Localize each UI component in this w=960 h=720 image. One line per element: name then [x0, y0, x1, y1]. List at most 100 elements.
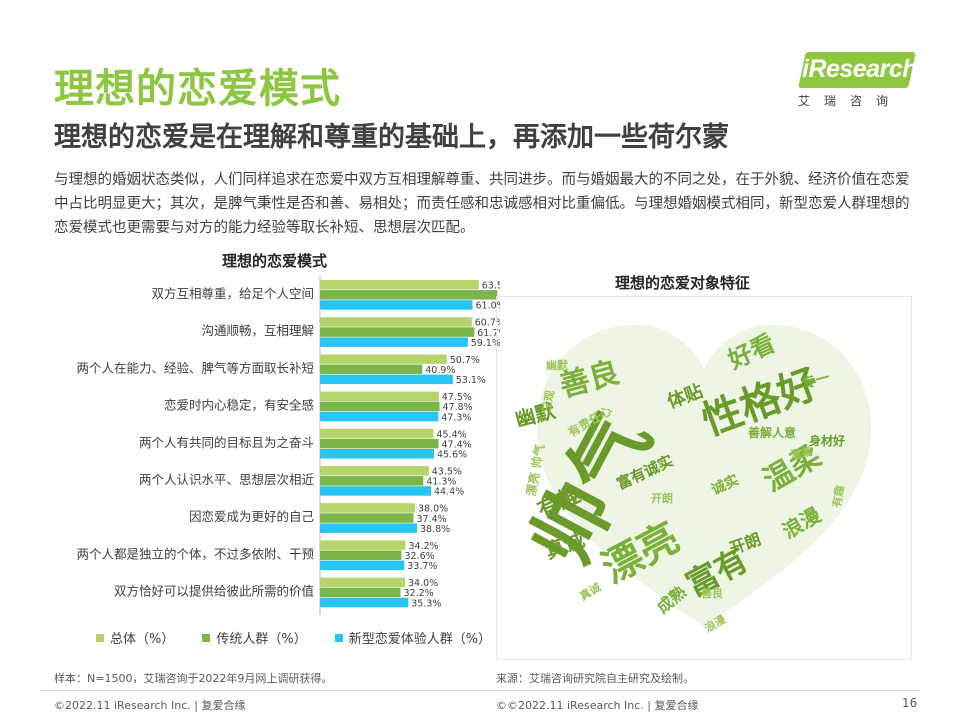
sample-note: 样本：N=1500，艾瑞咨询于2022年9月网上调研获得。 [54, 672, 333, 685]
data-label: 33.7% [407, 561, 437, 572]
word-cloud-word: 帅气 [528, 443, 547, 469]
legend-label-traditional: 传统人群（%） [216, 632, 307, 647]
data-label: 45.6% [437, 450, 467, 461]
data-label: 32.2% [404, 588, 434, 599]
bar [320, 354, 447, 364]
bar [320, 438, 439, 449]
heart-shape [537, 325, 871, 627]
category-label: 双方恰好可以提供给彼此所需的价值 [114, 584, 314, 599]
logo-text: iResearch [802, 55, 918, 83]
source-note: 来源：艾瑞咨询研究院自主研究及绘制。 [496, 672, 694, 685]
data-label: 47.3% [441, 412, 471, 423]
bar [320, 364, 423, 374]
data-label: 35.3% [411, 598, 441, 609]
bar [320, 317, 472, 327]
data-label: 43.5% [432, 467, 462, 478]
footer-copyright-right: ©©2022.11 iResearch Inc. | 复爱合缘 [496, 699, 699, 712]
bar [320, 300, 473, 310]
word-cloud-word: 三观 [540, 389, 557, 413]
data-label: 44.4% [434, 487, 464, 498]
word-cloud-word: 有趣 [829, 483, 847, 508]
word-cloud-panel: 帅气 性格好 漂亮 温柔 善良 富有 好看 有趣 幽默 真诚 浪漫 体贴 开朗 成熟 富有诚实 诚实 有责任心身… [496, 296, 912, 660]
bar [320, 391, 439, 402]
data-label: 60.7% [475, 318, 500, 329]
data-label: 38.0% [418, 504, 448, 515]
bar [320, 466, 429, 476]
legend-label-new-type: 新型恋爱体验人群（%） [348, 632, 492, 647]
category-label: 恋爱时内心稳定，有安全感 [164, 398, 314, 413]
word-cloud-title: 理想的恋爱对象特征 [615, 274, 751, 292]
category-label: 沟通顺畅，互相理解 [201, 323, 314, 338]
bar [320, 523, 417, 533]
data-label: 34.2% [409, 541, 439, 552]
bar [320, 374, 453, 385]
chart-title: 理想的恋爱模式 [222, 252, 328, 270]
legend-label-overall: 总体（%） [110, 632, 175, 647]
bar [320, 280, 479, 290]
category-label: 因恋爱成为更好的自己 [189, 509, 314, 524]
word-cloud-word: 善解人意 [748, 425, 796, 440]
bar [320, 476, 424, 486]
data-label: 63.5% [482, 281, 500, 292]
bar [320, 560, 405, 571]
bar [320, 486, 431, 496]
data-label: 41.3% [426, 477, 456, 488]
data-label: 61.0% [476, 301, 501, 312]
legend-swatch-new-type [334, 633, 343, 642]
data-label: 37.4% [417, 514, 447, 525]
legend-item-overall: 总体（%） [96, 628, 174, 647]
bar [320, 327, 475, 337]
data-label: 34.0% [408, 578, 438, 589]
word-cloud-word: 漂亮 [523, 471, 542, 497]
data-label: 47.8% [443, 402, 473, 413]
page-subtitle: 理想的恋爱是在理解和尊重的基础上，再添加一些荷尔蒙 [54, 122, 729, 153]
bar [320, 428, 434, 439]
word-cloud-word: 善良 [701, 586, 723, 600]
bar [320, 587, 401, 598]
bar [320, 290, 498, 300]
bar [320, 577, 405, 588]
data-label: 53.1% [456, 375, 486, 386]
data-label: 61.7% [477, 328, 500, 339]
footer-divider [40, 690, 920, 691]
bar [320, 401, 440, 412]
legend-swatch-overall [96, 633, 104, 642]
data-label: 45.4% [437, 429, 467, 440]
legend-item-traditional: 传统人群（%） [202, 628, 307, 647]
bar [320, 503, 415, 513]
page-number: 16 [902, 696, 918, 710]
data-label: 38.8% [420, 524, 450, 535]
bar [320, 337, 468, 347]
word-cloud-word: 开朗 [651, 491, 673, 505]
footer-copyright-left: ©2022.11 iResearch Inc. | 复爱合缘 [54, 699, 246, 712]
bar [320, 540, 406, 550]
bar [320, 550, 402, 560]
category-label: 两个人在能力、经验、脾气等方面取长补短 [76, 360, 314, 375]
word-cloud-word: 幽默 [546, 358, 569, 372]
word-cloud-word: 温柔 [789, 444, 814, 462]
legend-swatch-traditional [202, 633, 211, 642]
chart-legend: 总体（%） 传统人群（%） 新型恋爱体验人群（%） [96, 628, 491, 647]
data-label: 50.7% [450, 355, 480, 366]
logo: iResearch 艾瑞咨询 [792, 52, 918, 110]
bar [320, 513, 414, 523]
legend-item-new-type: 新型恋爱体验人群（%） [334, 628, 492, 647]
page-title: 理想的恋爱模式 [54, 66, 341, 112]
category-label: 双方互相尊重，给足个人空间 [151, 286, 314, 301]
category-label: 两个人有共同的目标且为之奋斗 [139, 435, 314, 450]
logo-chinese-name: 艾瑞咨询 [798, 94, 903, 108]
bar [320, 597, 409, 608]
word-cloud-word: 真诚 [577, 580, 603, 603]
data-label: 47.4% [442, 439, 472, 450]
data-label: 47.5% [442, 392, 472, 403]
data-label: 40.9% [425, 365, 455, 376]
data-label: 59.1% [471, 338, 500, 349]
category-label: 两个人都是独立的个体，不过多依附、干预 [76, 546, 314, 561]
bar [320, 411, 439, 422]
bar-chart: 双方互相尊重，给足个人空间63.5%70.9%61.0%沟通顺畅，互相理解60.… [40, 276, 530, 620]
data-label: 32.6% [405, 551, 435, 562]
bar-chart-svg: 双方互相尊重，给足个人空间63.5%70.9%61.0%沟通顺畅，互相理解60.… [76, 276, 530, 615]
page-description: 与理想的婚姻状态类似，人们同样追求在恋爱中双方互相理解尊重、共同进步。而与婚姻最… [54, 172, 910, 236]
bar [320, 449, 434, 459]
